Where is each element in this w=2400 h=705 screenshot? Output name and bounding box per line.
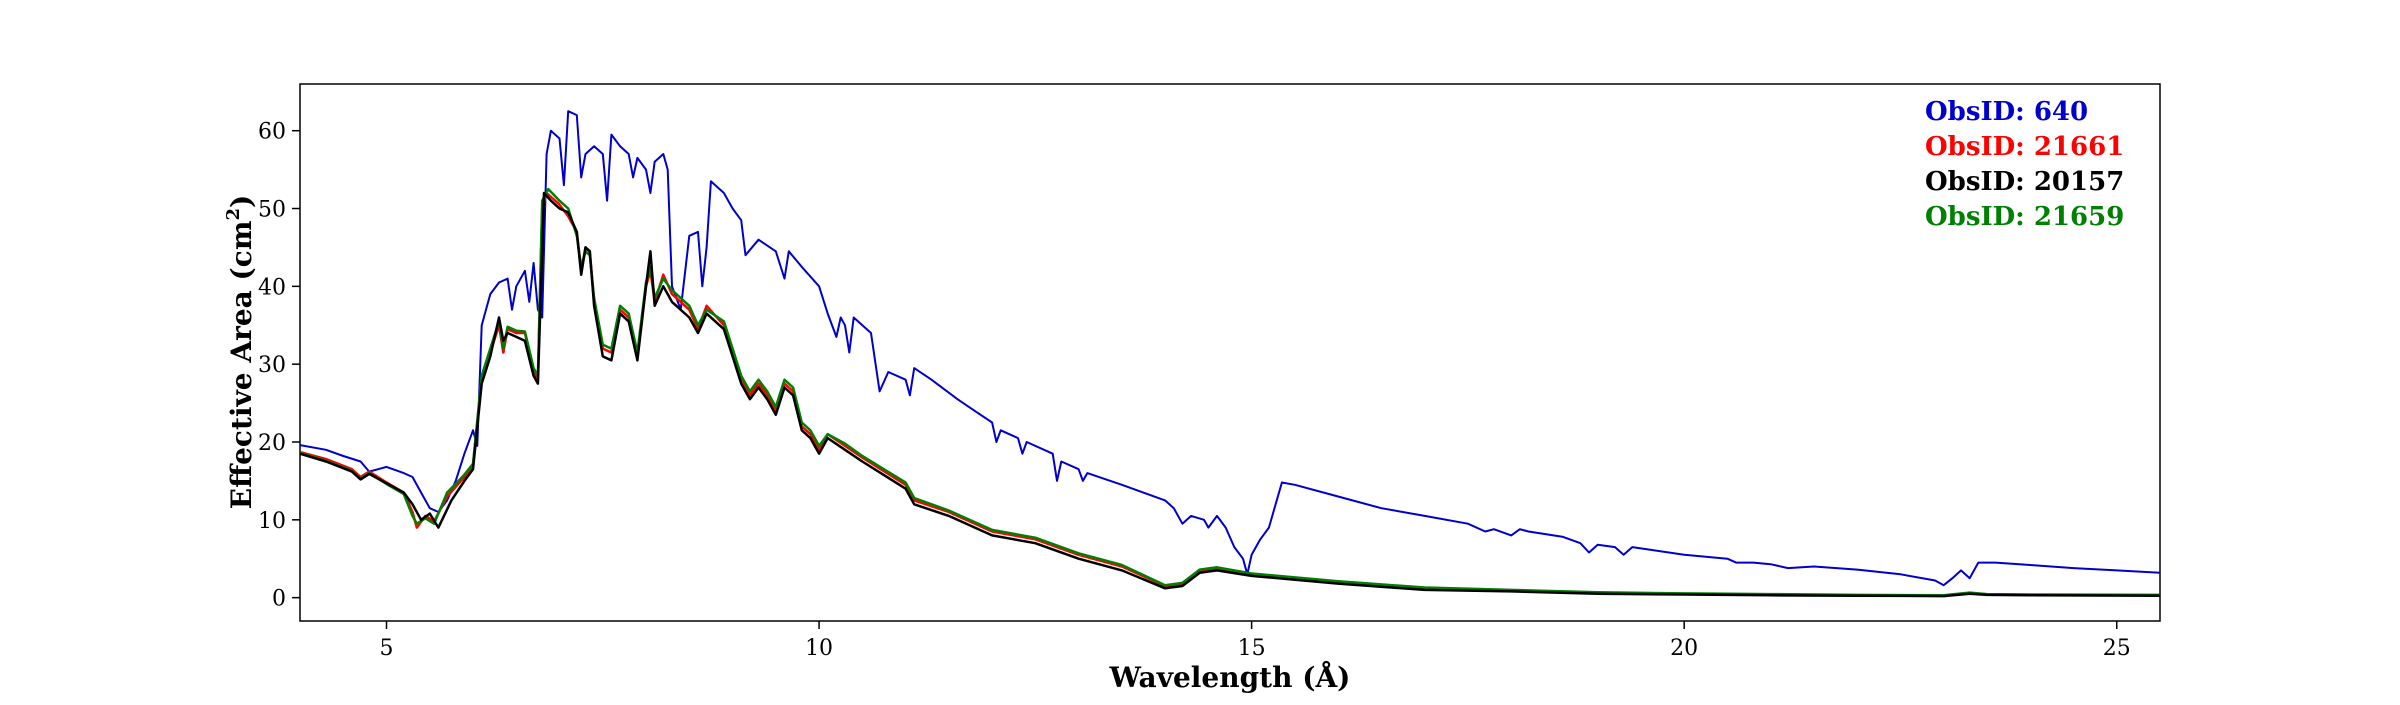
x-axis-title: Wavelength (Å) (1109, 660, 1351, 694)
y-axis-title: Effective Area (cm2) (223, 195, 258, 509)
x-tick-label: 10 (805, 636, 833, 661)
legend-entry: ObsID: 21661 (1925, 132, 2124, 162)
x-tick-label: 15 (1238, 636, 1266, 661)
legend: ObsID: 640 ObsID: 21661 ObsID: 20157 ObsID:… (1925, 97, 2124, 232)
plot-frame (299, 83, 2161, 622)
y-tick-label: 20 (258, 431, 286, 456)
y-tick-label: 0 (272, 587, 286, 612)
y-tick-label: 40 (258, 275, 286, 300)
x-tick-label: 25 (2103, 636, 2131, 661)
x-tick-label: 20 (1670, 636, 1698, 661)
y-tick-label: 60 (258, 120, 286, 145)
series-line-obsid-20157 (300, 191, 2160, 598)
y-tick-label: 30 (258, 353, 286, 378)
series-line-obsid-640 (300, 110, 2160, 587)
legend-entry: ObsID: 20157 (1925, 167, 2124, 197)
y-tick-label: 50 (258, 198, 286, 223)
legend-entry: ObsID: 21659 (1925, 202, 2124, 232)
y-tick-label: 10 (258, 509, 286, 534)
legend-entry: ObsID: 640 (1925, 97, 2088, 127)
x-tick-label: 5 (380, 636, 394, 661)
